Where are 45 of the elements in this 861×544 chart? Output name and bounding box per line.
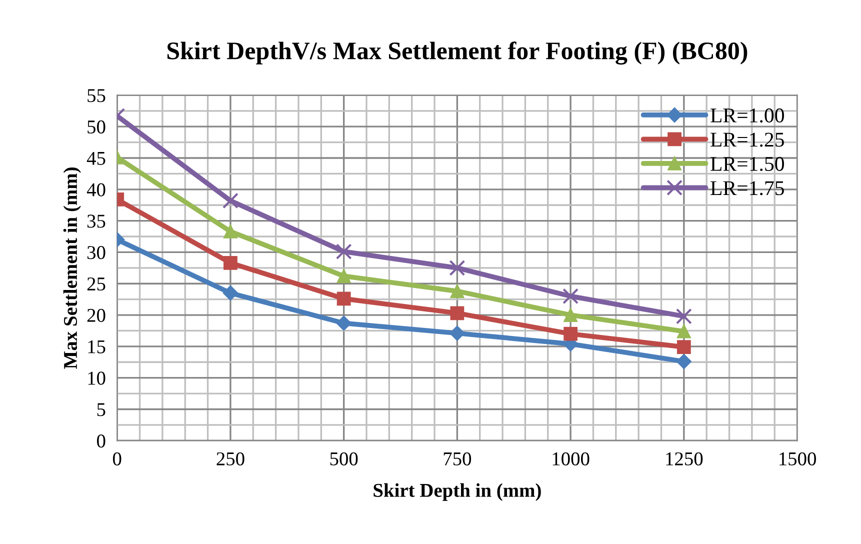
point [336, 292, 351, 306]
x-tick-label: 1500 [780, 452, 816, 466]
point [336, 244, 352, 260]
point [676, 324, 691, 338]
x-tick-label: 1000 [552, 452, 590, 466]
y-tick-label: 5 [97, 403, 106, 416]
point [224, 224, 238, 238]
legend-label: LR=1.50 [710, 156, 784, 172]
y-tick-label: 15 [88, 340, 106, 354]
point [336, 269, 351, 284]
legend-label: LR=1.00 [710, 108, 784, 123]
point [222, 192, 238, 209]
x-axis-title: Skirt Depth in (mm) [374, 483, 541, 501]
point [676, 308, 692, 324]
y-tick-label: 55 [88, 89, 106, 102]
y-axis-title: Max Settlement in (mm) [63, 168, 81, 369]
y-tick-label: 10 [88, 372, 106, 385]
y-tick-label: 0 [97, 434, 106, 448]
x-tick-label: 250 [216, 452, 244, 466]
y-tick-label: 35 [87, 214, 106, 228]
x-tick-label: 0 [112, 452, 122, 466]
y-tick-label: 40 [86, 183, 106, 196]
legend-label: LR=1.75 [710, 181, 784, 196]
legend-label: LR=1.25 [710, 132, 784, 147]
x-tick-label: 750 [444, 452, 472, 466]
y-tick-label: 20 [87, 308, 106, 322]
point [564, 308, 578, 322]
y-tick-label: 45 [86, 152, 106, 165]
point [676, 354, 692, 370]
point [676, 340, 691, 354]
point [450, 326, 465, 341]
point [336, 316, 352, 331]
point [562, 288, 579, 304]
point [450, 284, 464, 298]
point [564, 326, 578, 341]
point [450, 306, 464, 320]
x-tick-label: 500 [330, 452, 358, 466]
point [224, 256, 238, 270]
x-tick-label: 1250 [666, 452, 703, 466]
y-tick-label: 30 [87, 246, 106, 260]
y-tick-label: 25 [87, 277, 106, 291]
y-tick-label: 50 [88, 120, 106, 134]
point [449, 260, 466, 276]
chart-title: Skirt DepthV/s Max Settlement for Footing (F) (BC80) [167, 41, 748, 65]
point [222, 285, 238, 301]
